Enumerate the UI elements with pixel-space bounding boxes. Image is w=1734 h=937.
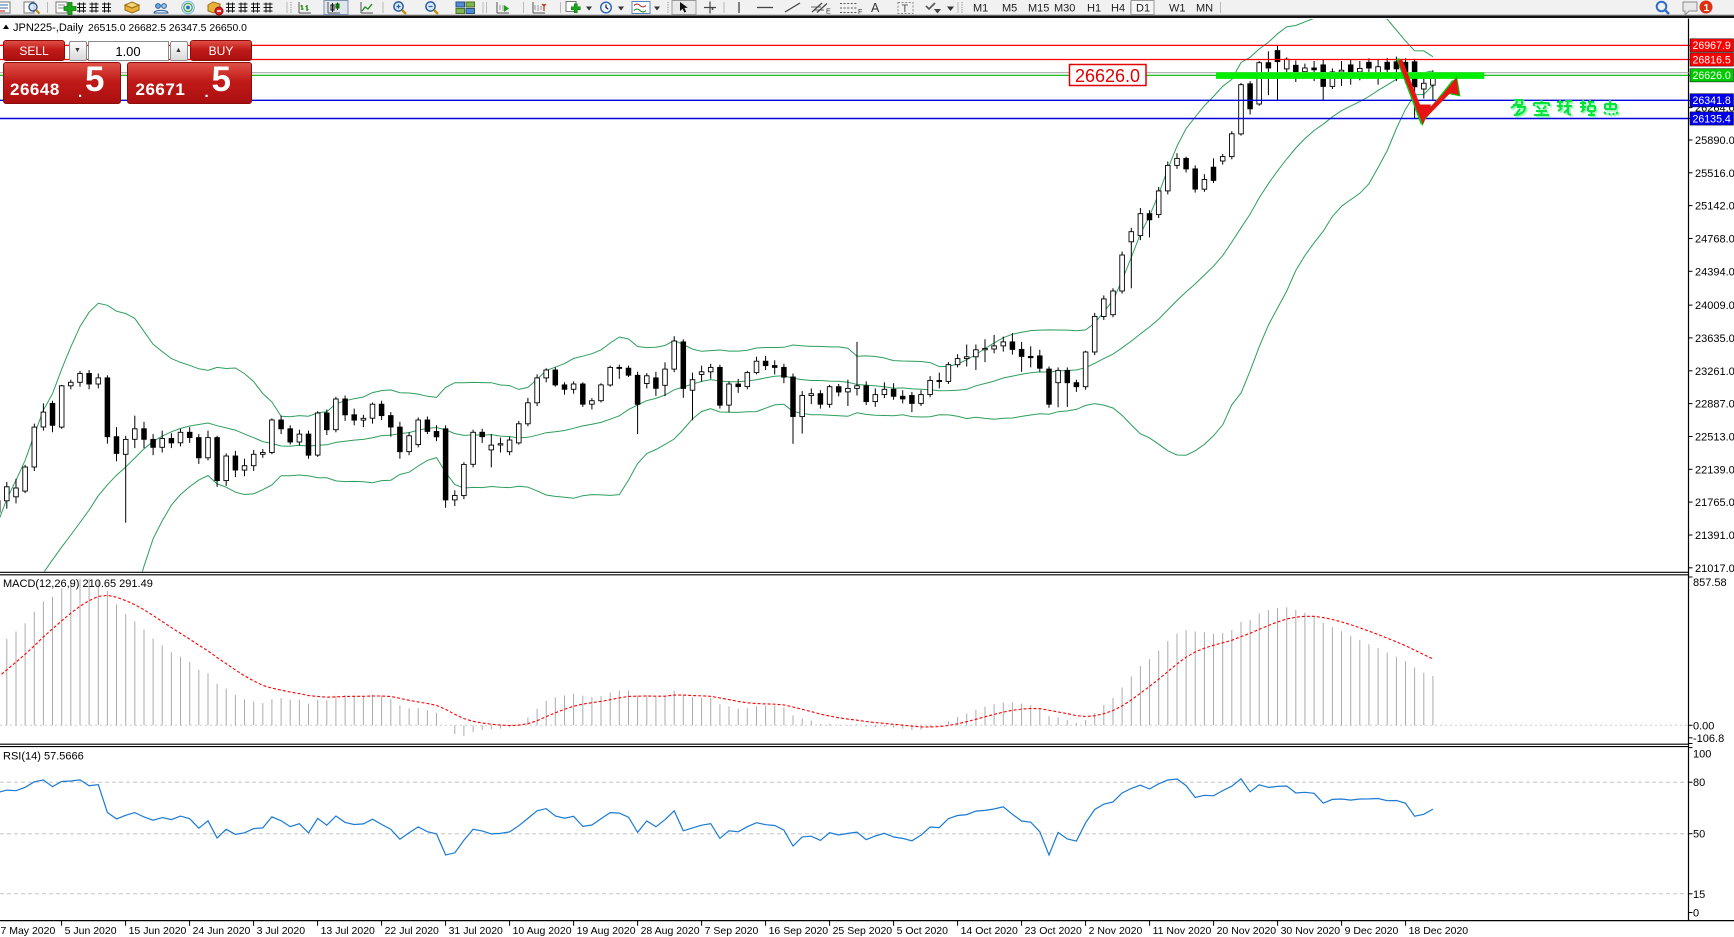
svg-text:21391.0: 21391.0: [1695, 530, 1734, 542]
svg-text:16 Sep 2020: 16 Sep 2020: [769, 925, 829, 937]
svg-text:19 Aug 2020: 19 Aug 2020: [577, 925, 636, 937]
svg-text:RSI(14) 57.5666: RSI(14) 57.5666: [3, 751, 84, 763]
svg-text:23261.0: 23261.0: [1695, 366, 1734, 378]
svg-text:25 Sep 2020: 25 Sep 2020: [833, 925, 893, 937]
svg-text:5 Oct 2020: 5 Oct 2020: [897, 925, 949, 937]
svg-text:22513.0: 22513.0: [1695, 432, 1734, 444]
svg-text:D1: D1: [1136, 3, 1150, 15]
svg-text:3 Jul 2020: 3 Jul 2020: [257, 925, 306, 937]
svg-text:26626.0: 26626.0: [1693, 70, 1731, 82]
svg-text:22 Jul 2020: 22 Jul 2020: [385, 925, 439, 937]
svg-text:5 Jun 2020: 5 Jun 2020: [65, 925, 117, 937]
svg-text:25142.0: 25142.0: [1695, 201, 1734, 213]
svg-text:A: A: [871, 1, 880, 15]
svg-text:21765.0: 21765.0: [1695, 497, 1734, 509]
svg-text:W1: W1: [1169, 3, 1186, 15]
svg-text:22887.0: 22887.0: [1695, 399, 1734, 411]
svg-text:11 Nov 2020: 11 Nov 2020: [1153, 925, 1212, 937]
svg-text:26967.9: 26967.9: [1693, 40, 1731, 52]
svg-text:24009.0: 24009.0: [1695, 300, 1734, 312]
svg-text:7 Sep 2020: 7 Sep 2020: [705, 925, 759, 937]
svg-text:857.58: 857.58: [1693, 577, 1727, 589]
svg-text:H4: H4: [1111, 3, 1125, 15]
svg-text:0.00: 0.00: [1693, 720, 1714, 732]
svg-text:MACD(12,26,9) 210.65 291.49: MACD(12,26,9) 210.65 291.49: [3, 578, 153, 590]
svg-text:22139.0: 22139.0: [1695, 464, 1734, 476]
svg-text:F: F: [858, 9, 862, 16]
svg-text:28 Aug 2020: 28 Aug 2020: [641, 925, 700, 937]
svg-text:13 Jul 2020: 13 Jul 2020: [321, 925, 375, 937]
svg-text:25516.0: 25516.0: [1695, 168, 1734, 180]
svg-text:T: T: [902, 3, 909, 15]
svg-text:JPN225-,Daily: JPN225-,Daily: [13, 22, 84, 34]
svg-text:80: 80: [1693, 777, 1705, 789]
svg-text:0: 0: [1693, 908, 1699, 920]
svg-text:27 May 2020: 27 May 2020: [0, 925, 55, 937]
svg-text:15: 15: [1693, 889, 1705, 901]
svg-text:1: 1: [1704, 2, 1710, 14]
svg-text:15 Jun 2020: 15 Jun 2020: [129, 925, 187, 937]
svg-text:M15: M15: [1028, 3, 1049, 15]
svg-text:9 Dec 2020: 9 Dec 2020: [1345, 925, 1399, 937]
svg-text:M5: M5: [1002, 3, 1017, 15]
svg-text:24768.0: 24768.0: [1695, 234, 1734, 246]
svg-text:23 Oct 2020: 23 Oct 2020: [1025, 925, 1082, 937]
svg-text:50: 50: [1693, 829, 1705, 841]
svg-text:H1: H1: [1087, 3, 1101, 15]
svg-text:24 Jun 2020: 24 Jun 2020: [193, 925, 251, 937]
svg-text:M1: M1: [973, 3, 988, 15]
svg-text:31 Jul 2020: 31 Jul 2020: [449, 925, 503, 937]
svg-text:M30: M30: [1054, 3, 1075, 15]
svg-text:18 Dec 2020: 18 Dec 2020: [1409, 925, 1469, 937]
svg-text:MN: MN: [1196, 3, 1213, 15]
svg-text:100: 100: [1693, 748, 1711, 760]
svg-text:10 Aug 2020: 10 Aug 2020: [513, 925, 572, 937]
svg-text:23635.0: 23635.0: [1695, 333, 1734, 345]
svg-text:20 Nov 2020: 20 Nov 2020: [1217, 925, 1277, 937]
svg-text:26135.4: 26135.4: [1693, 113, 1731, 125]
svg-text:-106.8: -106.8: [1693, 733, 1724, 745]
svg-text:21017.0: 21017.0: [1695, 563, 1734, 575]
svg-text:26626.0: 26626.0: [1075, 66, 1140, 86]
svg-text:26515.0 26682.5 26347.5 26650.: 26515.0 26682.5 26347.5 26650.0: [88, 23, 247, 34]
svg-text:2 Nov 2020: 2 Nov 2020: [1089, 925, 1143, 937]
svg-text:26341.8: 26341.8: [1693, 95, 1731, 107]
svg-text:E: E: [826, 9, 831, 16]
svg-text:25890.0: 25890.0: [1695, 135, 1734, 147]
svg-text:14 Oct 2020: 14 Oct 2020: [961, 925, 1018, 937]
svg-text:24394.0: 24394.0: [1695, 266, 1734, 278]
svg-text:26816.5: 26816.5: [1693, 54, 1731, 66]
svg-text:30 Nov 2020: 30 Nov 2020: [1281, 925, 1341, 937]
